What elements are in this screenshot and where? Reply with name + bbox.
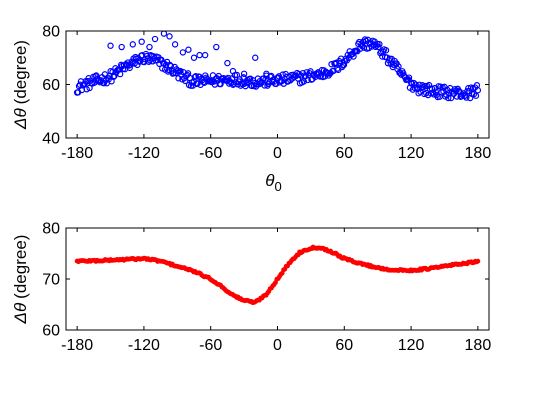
data-point [229, 67, 237, 75]
y-axis-unit: (degree) [11, 235, 30, 299]
x-tick-label: -180 [61, 145, 93, 162]
data-point [160, 30, 168, 37]
x-tick-label: 0 [273, 337, 282, 354]
y-tick-label: 60 [42, 323, 60, 340]
data-point [171, 41, 179, 48]
data-markers [74, 244, 481, 306]
data-point [261, 82, 268, 89]
data-point [177, 67, 184, 75]
y-axis-title: Δθ (degree) [11, 235, 30, 325]
data-point [376, 40, 383, 48]
y-tick-label: 60 [42, 77, 60, 94]
data-markers [73, 30, 482, 102]
data-point [375, 43, 382, 51]
y-tick-label: 80 [42, 24, 60, 41]
data-point [395, 63, 402, 70]
x-tick-label: -180 [61, 337, 93, 354]
x-tick-label: 120 [398, 337, 425, 354]
x-axis-title: θ0 [265, 171, 281, 194]
data-point [196, 51, 203, 59]
data-point [192, 73, 199, 80]
y-axis-unit: (degree) [11, 40, 30, 104]
data-point [474, 87, 482, 94]
data-point [116, 70, 124, 78]
data-point [201, 51, 209, 59]
data-point [472, 92, 480, 99]
data-point [272, 80, 280, 88]
data-point [340, 61, 348, 69]
data-point [146, 43, 153, 51]
data-point [138, 38, 145, 45]
y-tick-label: 70 [42, 272, 60, 289]
data-point [463, 94, 470, 101]
data-point [126, 64, 133, 72]
data-point [475, 258, 481, 264]
data-point [190, 54, 198, 61]
y-tick-label: 40 [42, 131, 60, 148]
x-tick-label: -60 [199, 145, 222, 162]
data-point [185, 46, 192, 53]
data-point [455, 87, 462, 94]
data-point [213, 43, 220, 51]
x-tick-label: 0 [273, 145, 282, 162]
data-point [107, 42, 114, 49]
data-point [80, 81, 88, 88]
x-tick-label: -120 [128, 337, 160, 354]
x-tick-label: 60 [335, 337, 353, 354]
x-tick-label: 120 [398, 145, 425, 162]
x-tick-label: 180 [465, 145, 492, 162]
data-point [129, 41, 136, 48]
data-point [263, 70, 270, 78]
data-point [252, 54, 259, 61]
data-point [166, 33, 173, 40]
x-tick-label: 60 [335, 145, 353, 162]
data-point [110, 73, 117, 81]
data-point [151, 35, 159, 43]
y-axis-title: Δθ (degree) [11, 40, 30, 130]
data-point [118, 43, 125, 51]
x-tick-label: -120 [128, 145, 160, 162]
x-axis-subscript: 0 [275, 179, 282, 194]
x-axis-symbol: θ [265, 171, 275, 190]
data-point [179, 49, 187, 56]
x-tick-label: -60 [199, 337, 222, 354]
data-point [428, 85, 436, 92]
data-point [382, 47, 390, 54]
x-tick-label: 180 [465, 337, 492, 354]
data-point [93, 72, 100, 79]
data-point [224, 59, 231, 67]
y-axis-symbol: Δθ [11, 108, 30, 130]
y-axis-symbol: Δθ [11, 302, 30, 324]
bottom-panel: -180 -120 -60 0 60 120 180 60 70 80 Δθ (degree) [11, 221, 491, 355]
data-point [233, 71, 241, 79]
y-tick-label: 80 [42, 221, 60, 238]
data-point [240, 70, 248, 78]
